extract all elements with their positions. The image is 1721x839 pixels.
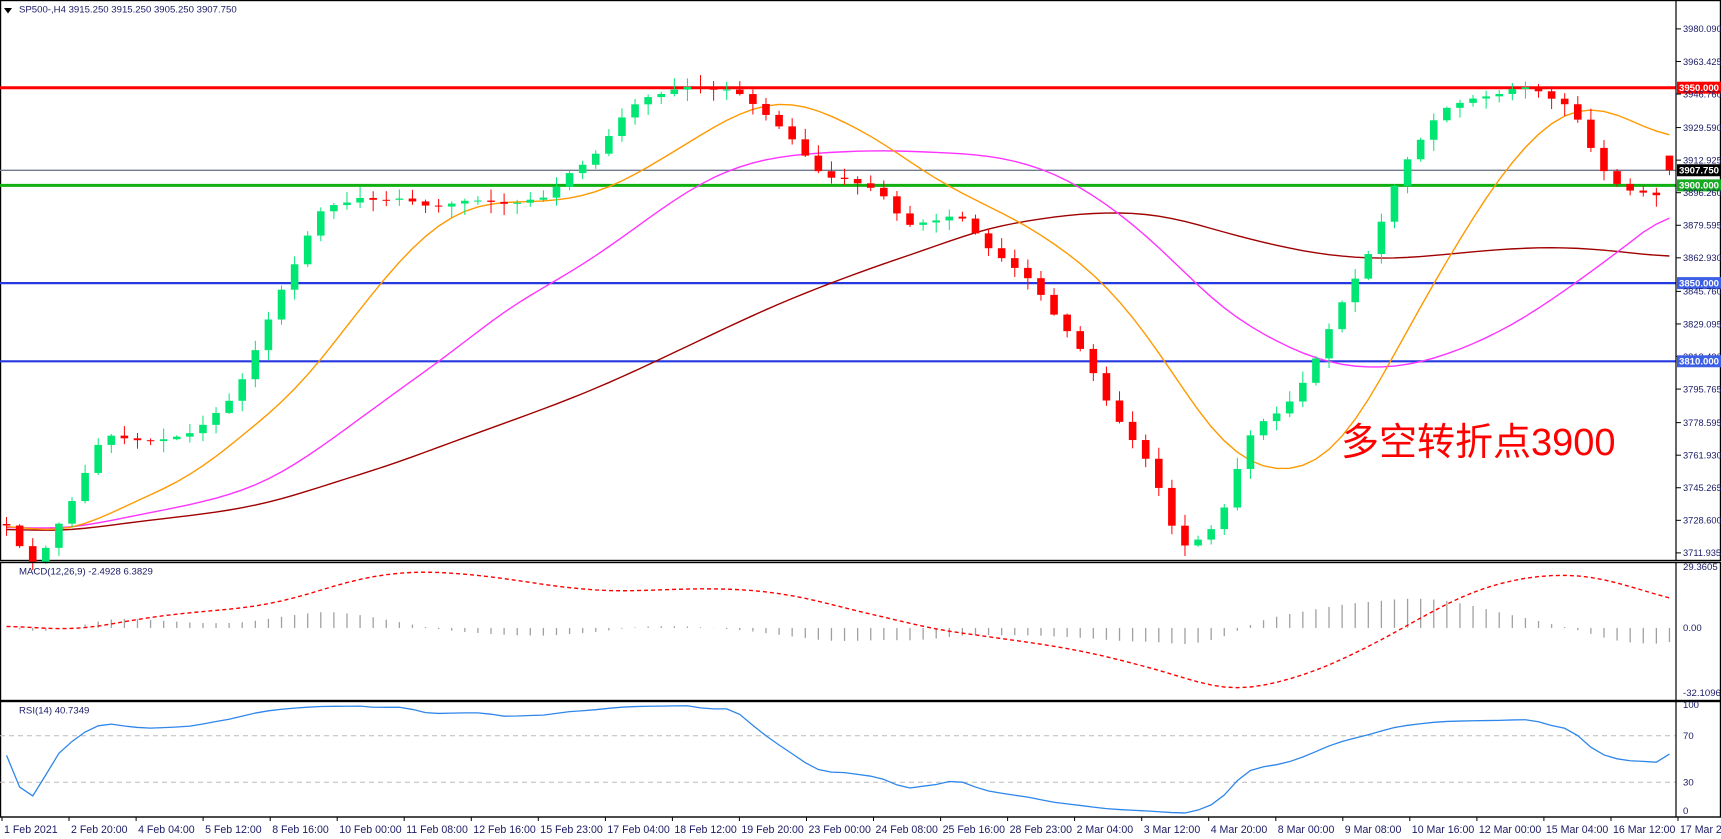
svg-text:12 Feb 16:00: 12 Feb 16:00 xyxy=(473,824,536,836)
svg-text:3829.095: 3829.095 xyxy=(1683,319,1721,329)
svg-text:1 Feb 2021: 1 Feb 2021 xyxy=(4,824,58,836)
svg-text:29.3605: 29.3605 xyxy=(1683,562,1718,573)
svg-text:3862.930: 3862.930 xyxy=(1683,253,1721,263)
svg-text:3 Mar 12:00: 3 Mar 12:00 xyxy=(1144,824,1201,836)
svg-text:100: 100 xyxy=(1683,700,1699,711)
svg-text:8 Mar 00:00: 8 Mar 00:00 xyxy=(1278,824,1335,836)
svg-text:3795.765: 3795.765 xyxy=(1683,384,1721,394)
svg-text:5 Feb 12:00: 5 Feb 12:00 xyxy=(205,824,262,836)
svg-text:3778.595: 3778.595 xyxy=(1683,418,1721,428)
svg-text:15 Mar 04:00: 15 Mar 04:00 xyxy=(1546,824,1609,836)
svg-text:30: 30 xyxy=(1683,778,1694,789)
svg-text:3728.600: 3728.600 xyxy=(1683,516,1721,526)
svg-text:3845.760: 3845.760 xyxy=(1683,287,1721,297)
svg-text:4 Mar 20:00: 4 Mar 20:00 xyxy=(1211,824,1268,836)
svg-text:18 Feb 12:00: 18 Feb 12:00 xyxy=(674,824,737,836)
svg-text:3745.265: 3745.265 xyxy=(1683,483,1721,493)
svg-text:3711.935: 3711.935 xyxy=(1683,548,1721,558)
svg-text:3929.590: 3929.590 xyxy=(1683,123,1721,133)
svg-text:10 Mar 16:00: 10 Mar 16:00 xyxy=(1412,824,1475,836)
svg-text:15 Feb 23:00: 15 Feb 23:00 xyxy=(540,824,603,836)
svg-text:70: 70 xyxy=(1683,731,1694,742)
svg-text:3963.425: 3963.425 xyxy=(1683,57,1721,67)
svg-text:12 Mar 00:00: 12 Mar 00:00 xyxy=(1479,824,1542,836)
svg-text:11 Feb 08:00: 11 Feb 08:00 xyxy=(406,824,468,836)
svg-text:17 Mar 20:00: 17 Mar 20:00 xyxy=(1680,824,1721,836)
svg-text:19 Feb 20:00: 19 Feb 20:00 xyxy=(741,824,804,836)
svg-text:SP500-,H4 3915.250 3915.250 3: SP500-,H4 3915.250 3915.250 3905.250 390… xyxy=(19,5,237,16)
svg-text:MACD(12,26,9) -2.4928 6.3829: MACD(12,26,9) -2.4928 6.3829 xyxy=(19,567,153,578)
svg-text:3907.750: 3907.750 xyxy=(1679,166,1719,177)
svg-text:9 Mar 08:00: 9 Mar 08:00 xyxy=(1345,824,1402,836)
svg-text:16 Mar 12:00: 16 Mar 12:00 xyxy=(1613,824,1676,836)
svg-text:多空转折点3900: 多空转折点3900 xyxy=(1341,422,1616,464)
svg-text:0.00: 0.00 xyxy=(1683,623,1702,634)
svg-text:3896.260: 3896.260 xyxy=(1683,188,1721,198)
svg-text:25 Feb 16:00: 25 Feb 16:00 xyxy=(943,824,1006,836)
svg-text:2 Mar 04:00: 2 Mar 04:00 xyxy=(1077,824,1134,836)
svg-text:RSI(14) 40.7349: RSI(14) 40.7349 xyxy=(19,706,89,717)
svg-text:17 Feb 04:00: 17 Feb 04:00 xyxy=(607,824,670,836)
svg-text:3761.930: 3761.930 xyxy=(1683,450,1721,460)
svg-text:3946.760: 3946.760 xyxy=(1683,89,1721,99)
svg-text:3980.090: 3980.090 xyxy=(1683,24,1721,34)
svg-text:3912.925: 3912.925 xyxy=(1683,155,1721,165)
svg-text:10 Feb 00:00: 10 Feb 00:00 xyxy=(339,824,402,836)
svg-text:8 Feb 16:00: 8 Feb 16:00 xyxy=(272,824,329,836)
svg-text:23 Feb 00:00: 23 Feb 00:00 xyxy=(809,824,872,836)
svg-text:28 Feb 23:00: 28 Feb 23:00 xyxy=(1010,824,1073,836)
svg-text:0: 0 xyxy=(1683,806,1688,817)
svg-text:2 Feb 20:00: 2 Feb 20:00 xyxy=(71,824,128,836)
svg-text:4 Feb 04:00: 4 Feb 04:00 xyxy=(138,824,195,836)
svg-text:3879.595: 3879.595 xyxy=(1683,221,1721,231)
svg-text:3810.000: 3810.000 xyxy=(1679,357,1719,368)
svg-text:24 Feb 08:00: 24 Feb 08:00 xyxy=(876,824,939,836)
svg-text:-32.1096: -32.1096 xyxy=(1683,688,1721,699)
